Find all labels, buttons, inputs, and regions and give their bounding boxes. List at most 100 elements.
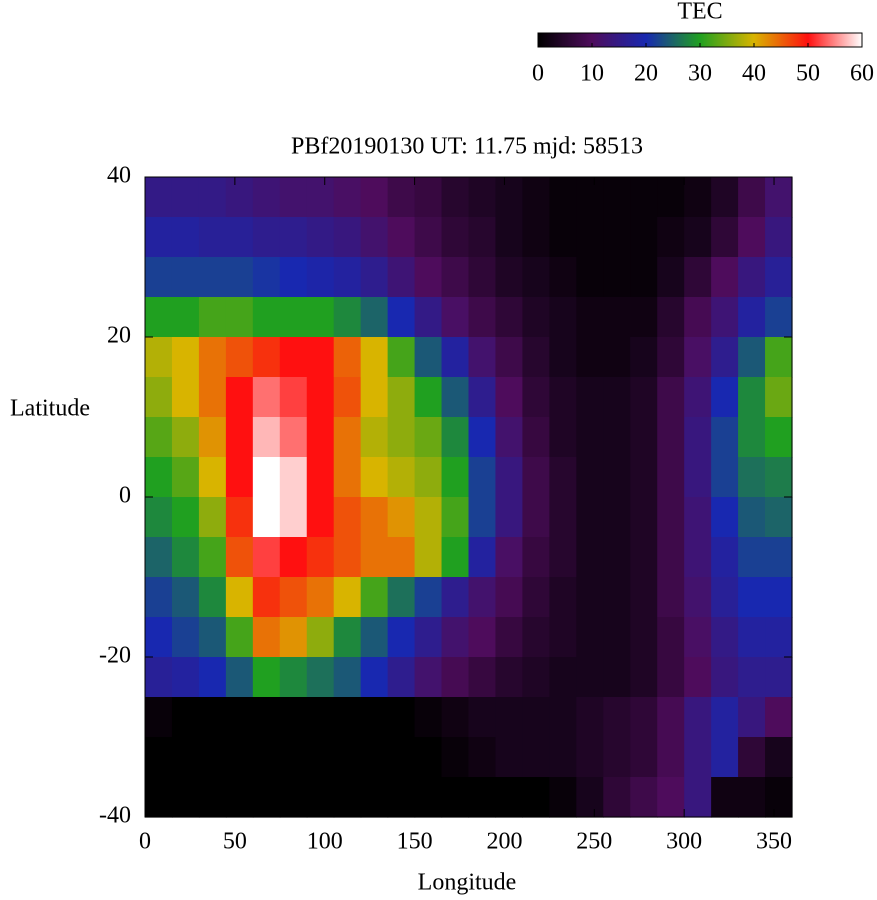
heat-cell	[522, 457, 550, 498]
heat-cell	[576, 297, 604, 338]
x-tick-label: 50	[223, 829, 247, 855]
heat-cell	[360, 457, 389, 498]
heat-cell	[252, 777, 281, 818]
heat-cell	[306, 457, 335, 498]
heat-cell	[576, 257, 604, 298]
heat-cell	[171, 217, 200, 258]
heat-cell	[252, 257, 281, 298]
heat-cell	[387, 577, 416, 618]
heat-cell	[468, 297, 497, 338]
x-tick-label: 350	[756, 829, 792, 855]
heat-cell	[333, 417, 362, 458]
heat-cell	[360, 697, 389, 738]
heat-cell	[198, 297, 227, 338]
colorbar-tick-label: 10	[580, 61, 604, 87]
heat-cell	[387, 497, 416, 538]
heat-cell	[738, 737, 766, 778]
heat-cell	[549, 537, 577, 578]
heat-cell	[225, 497, 254, 538]
heat-cell	[198, 577, 227, 618]
heat-cell	[360, 257, 389, 298]
heat-cell	[198, 177, 227, 218]
heat-cell	[603, 417, 631, 458]
heat-cell	[603, 537, 631, 578]
heat-cell	[738, 657, 766, 698]
heat-cell	[387, 697, 416, 738]
heat-cell	[468, 457, 497, 498]
heat-cell	[360, 657, 389, 698]
heat-cell	[738, 457, 766, 498]
heat-cell	[603, 657, 631, 698]
heat-cell	[711, 417, 739, 458]
heat-cell	[145, 497, 173, 538]
heat-cell	[225, 777, 254, 818]
heat-cell	[549, 417, 577, 458]
heat-cell	[630, 737, 658, 778]
heat-cell	[738, 257, 766, 298]
heat-cell	[684, 217, 712, 258]
heat-cell	[171, 657, 200, 698]
heat-cell	[252, 697, 281, 738]
heat-cell	[387, 537, 416, 578]
heat-cell	[441, 337, 470, 378]
heat-cell	[360, 417, 389, 458]
heat-cell	[468, 337, 497, 378]
colorbar-tick-label: 20	[634, 61, 658, 87]
heat-cell	[441, 577, 470, 618]
x-tick-label: 300	[666, 829, 702, 855]
heat-cell	[279, 337, 308, 378]
colorbar-tick-label: 0	[532, 61, 544, 87]
heat-cell	[387, 777, 416, 818]
heat-cell	[711, 177, 739, 218]
heat-cell	[495, 337, 524, 378]
heat-cell	[495, 577, 524, 618]
heat-cell	[198, 257, 227, 298]
heat-cell	[360, 217, 389, 258]
heat-cell	[306, 737, 335, 778]
heat-cell	[306, 697, 335, 738]
heat-cell	[145, 777, 173, 818]
heat-cell	[171, 537, 200, 578]
heat-cell	[657, 337, 685, 378]
heat-cell	[225, 577, 254, 618]
y-axis-label: Latitude	[10, 396, 90, 422]
heat-cell	[576, 697, 604, 738]
heat-cell	[765, 457, 793, 498]
heat-cell	[495, 657, 524, 698]
heat-cell	[225, 617, 254, 658]
heat-cell	[414, 577, 443, 618]
heat-cell	[468, 697, 497, 738]
heat-cell	[684, 737, 712, 778]
heat-cell	[576, 417, 604, 458]
heat-cell	[306, 177, 335, 218]
heat-cell	[603, 217, 631, 258]
heat-cell	[279, 177, 308, 218]
heat-cell	[630, 537, 658, 578]
heat-cell	[576, 217, 604, 258]
heat-cell	[171, 257, 200, 298]
heat-cell	[279, 657, 308, 698]
heat-cell	[252, 417, 281, 458]
heat-cell	[414, 337, 443, 378]
heat-cell	[738, 377, 766, 418]
heat-cell	[630, 177, 658, 218]
heat-cell	[279, 697, 308, 738]
heat-cell	[252, 377, 281, 418]
heat-cell	[441, 417, 470, 458]
heat-cell	[360, 537, 389, 578]
heat-cell	[495, 537, 524, 578]
heat-cell	[630, 577, 658, 618]
heat-cell	[171, 737, 200, 778]
heat-cell	[468, 657, 497, 698]
heat-cell	[252, 457, 281, 498]
heat-cell	[765, 537, 793, 578]
heat-cell	[765, 257, 793, 298]
heat-cell	[387, 217, 416, 258]
x-axis-label: Longitude	[418, 870, 517, 896]
heat-cell	[603, 617, 631, 658]
heat-cell	[765, 217, 793, 258]
heat-cell	[171, 337, 200, 378]
heat-cell	[657, 297, 685, 338]
heat-cell	[414, 617, 443, 658]
heat-cell	[441, 617, 470, 658]
